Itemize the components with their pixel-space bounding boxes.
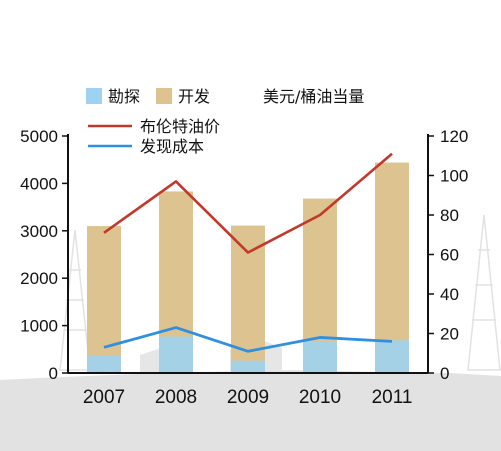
y-right-tick-label: 0	[440, 364, 449, 383]
legend-label-discovery-cost: 发现成本	[140, 137, 204, 156]
bar-kantan-2008	[159, 336, 193, 373]
bar-kantan-2011	[375, 340, 409, 373]
y-right-tick-label: 60	[440, 246, 459, 265]
y-left-tick-label: 3000	[20, 222, 58, 241]
bar-kaifa-2011	[375, 162, 409, 373]
lines-layer	[103, 152, 393, 353]
legend-label-kantan: 勘探	[108, 87, 140, 106]
legend-label-brent-price: 布伦特油价	[140, 117, 220, 136]
bar-kantan-2007	[87, 355, 121, 373]
x-tick-label: 2008	[155, 387, 197, 408]
y-right-tick-label: 40	[440, 285, 459, 304]
legend-swatch-kaifa	[156, 88, 172, 104]
line-series-discovery-cost	[103, 326, 393, 353]
x-tick-label: 2011	[372, 387, 413, 408]
axes-layer: 0 1000 2000 3000 4000 5000 0 20 40 60 80 100 120 2007…	[20, 127, 468, 408]
bar-kantan-2010	[303, 341, 337, 373]
line-series-brent-price	[103, 152, 393, 254]
x-tick-label: 2009	[227, 387, 269, 408]
y-right-tick-label: 20	[440, 325, 459, 344]
bars-layer	[87, 162, 409, 373]
y-left-tick-label: 2000	[20, 269, 58, 288]
legend-label-kaifa: 开发	[178, 87, 210, 106]
bar-kantan-2009	[231, 360, 265, 373]
x-tick-label: 2007	[83, 387, 125, 408]
y-right-tick-label: 100	[440, 167, 468, 186]
y-left-tick-label: 0	[49, 364, 58, 383]
y-left-tick-label: 1000	[20, 317, 58, 336]
y-left-tick-label: 4000	[20, 174, 58, 193]
y-right-tick-label: 120	[440, 127, 468, 146]
x-tick-label: 2010	[299, 387, 341, 408]
legend-swatch-kantan	[86, 88, 102, 104]
y-right-tick-label: 80	[440, 206, 459, 225]
unit-label: 美元/桶油当量	[263, 87, 364, 106]
y-left-tick-label: 5000	[20, 127, 58, 146]
bar-kaifa-2007	[87, 226, 121, 373]
